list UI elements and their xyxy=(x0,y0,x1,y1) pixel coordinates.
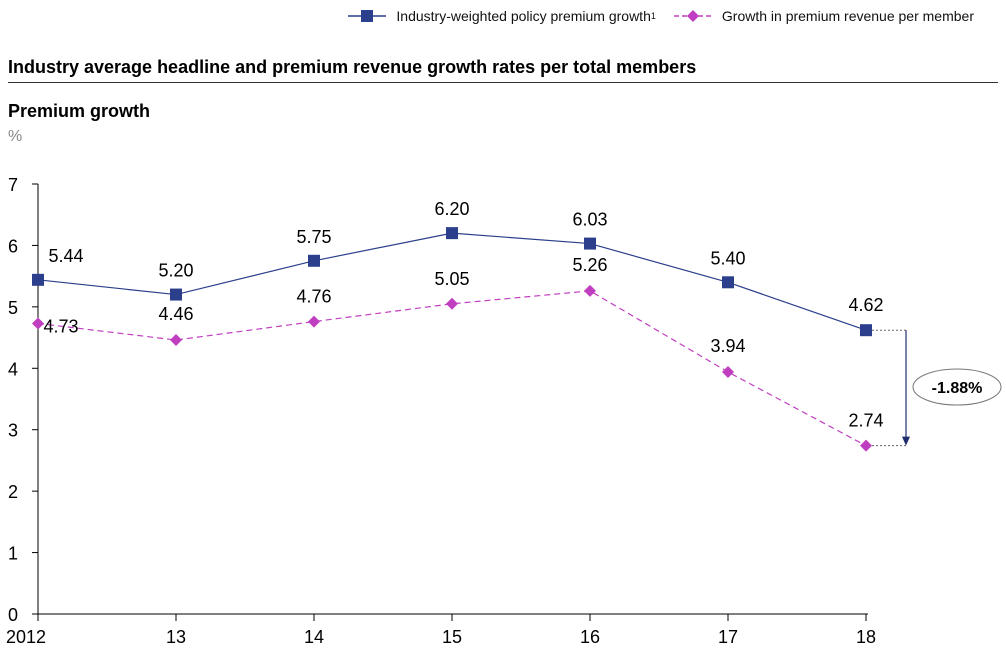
data-point-square xyxy=(32,273,44,286)
data-label-revenue-per-member: 2.74 xyxy=(848,411,883,431)
data-point-diamond xyxy=(722,365,734,378)
callout-arrow-head xyxy=(902,436,910,446)
data-point-square xyxy=(308,254,320,267)
x-tick-label: 17 xyxy=(718,627,738,647)
data-point-square xyxy=(584,237,596,250)
x-tick-label: 18 xyxy=(856,627,876,647)
data-label-premium-growth: 6.03 xyxy=(572,210,607,230)
legend-item-series1: Industry-weighted policy premium growth 1 xyxy=(348,8,656,24)
data-label-revenue-per-member: 4.73 xyxy=(43,316,78,336)
callout-label: -1.88% xyxy=(932,380,983,397)
data-point-square xyxy=(446,227,458,240)
y-tick-label: 7 xyxy=(8,175,18,195)
data-label-revenue-per-member: 3.94 xyxy=(710,336,745,356)
legend: Industry-weighted policy premium growth 1… xyxy=(330,8,974,24)
y-tick-label: 1 xyxy=(8,544,18,564)
x-tick-label: 14 xyxy=(304,627,324,647)
x-tick-label: 13 xyxy=(166,627,186,647)
diamond-marker-icon xyxy=(673,10,712,22)
data-point-diamond xyxy=(446,297,458,310)
chart-title: Industry average headline and premium re… xyxy=(8,57,697,77)
data-label-premium-growth: 5.75 xyxy=(296,227,331,247)
data-point-square xyxy=(722,276,734,289)
callout-ellipse xyxy=(912,368,1002,406)
data-label-revenue-per-member: 5.05 xyxy=(434,269,469,289)
data-label-premium-growth: 5.20 xyxy=(158,261,193,281)
data-point-diamond xyxy=(170,334,182,347)
data-point-diamond xyxy=(584,284,596,297)
data-point-square xyxy=(170,288,182,301)
data-label-revenue-per-member: 5.26 xyxy=(572,255,607,275)
data-label-premium-growth: 5.44 xyxy=(48,246,83,266)
y-tick-label: 3 xyxy=(8,421,18,441)
y-tick-label: 6 xyxy=(8,236,18,256)
square-marker-icon xyxy=(348,10,387,22)
data-label-revenue-per-member: 4.76 xyxy=(296,287,331,307)
data-label-revenue-per-member: 4.46 xyxy=(158,304,193,324)
y-axis-unit: % xyxy=(8,128,23,145)
data-label-premium-growth: 4.62 xyxy=(848,295,883,315)
title-divider xyxy=(8,82,998,83)
data-label-premium-growth: 5.40 xyxy=(710,248,745,268)
y-tick-label: 0 xyxy=(8,605,18,625)
y-tick-label: 2 xyxy=(8,482,18,502)
x-tick-label: 2012 xyxy=(6,627,46,647)
legend-label-series1: Industry-weighted policy premium growth xyxy=(396,8,651,24)
legend-footnote-marker: 1 xyxy=(650,11,656,21)
x-tick-label: 15 xyxy=(442,627,462,647)
data-point-diamond xyxy=(32,317,44,330)
y-tick-label: 5 xyxy=(8,298,18,318)
data-point-square xyxy=(860,324,872,337)
data-point-diamond xyxy=(860,439,872,452)
y-tick-label: 4 xyxy=(8,359,18,379)
data-point-diamond xyxy=(308,315,320,328)
legend-item-series2: Growth in premium revenue per member xyxy=(673,8,974,24)
legend-label-series2: Growth in premium revenue per member xyxy=(721,8,974,24)
chart-subtitle: Premium growth xyxy=(8,101,151,121)
x-tick-label: 16 xyxy=(580,627,600,647)
data-label-premium-growth: 6.20 xyxy=(434,199,469,219)
